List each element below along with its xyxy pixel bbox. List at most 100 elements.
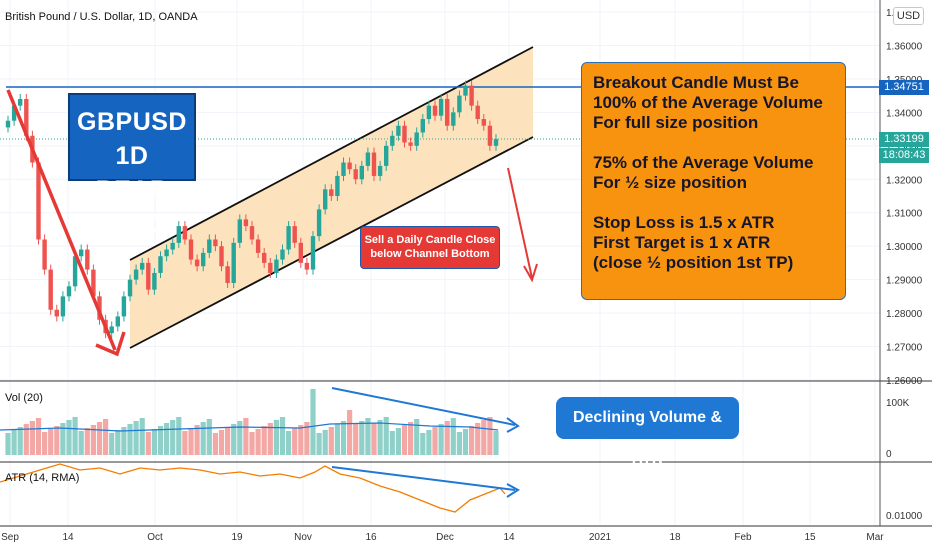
price-tick-label: 1.33000 [886,142,923,153]
price-tick-label: 1.30000 [886,242,923,253]
candle-body [347,162,352,170]
candle-body [304,262,310,270]
rule-line: Breakout Candle Must Be [593,73,799,92]
volume-bar [145,432,151,455]
time-tick-label: 16 [365,532,377,543]
atr-axis-tick: 0.01000 [886,511,923,522]
volume-bar [157,426,164,455]
candle-body [371,152,377,176]
countdown-tag: 18:08:43 [879,148,929,163]
currency-button[interactable]: USD [893,7,924,25]
volume-bar [170,420,176,455]
pattern-title-line1: GBPUSD 1D [77,108,187,170]
atr-trend-arrowhead [506,483,520,498]
candle-body [310,236,316,270]
volume-label: Vol (20) [5,392,43,404]
volume-bar [444,421,450,455]
volume-bar [304,422,310,455]
volume-bar [139,418,145,455]
volume-bar [377,420,383,455]
candle-body [115,316,120,327]
candle-body [432,105,438,116]
volume-bar [401,425,408,455]
candle-body [170,242,175,250]
volume-bar [151,429,157,455]
volume-bar [438,424,444,455]
volume-bar [66,420,72,455]
volume-bar [60,423,66,455]
price-tick-label: 1.32000 [886,175,923,186]
time-tick-label: Mar [866,532,884,543]
volume-bar [347,410,353,455]
time-tick-label: 18 [669,532,681,543]
volume-bar [371,423,377,455]
candle-body [207,239,212,253]
volume-bar [42,432,48,455]
candle-body [414,132,419,146]
volume-bar [127,424,133,455]
candle-body [323,189,328,210]
volume-bar [286,431,292,455]
volume-bar [469,426,475,455]
candle-body [24,98,29,136]
candle-body [152,272,157,290]
volume-bar [23,424,29,455]
sell-note-line1: Sell a Daily Candle Close [364,234,496,246]
level-price-tag: 1.34751 [879,80,929,95]
volume-bar [261,426,267,455]
price-tick-label: 1.29000 [886,276,923,287]
candle-body [60,296,66,317]
volume-bar [255,429,261,455]
candle-body [451,112,456,126]
candle-body [341,162,346,176]
trade-rules-box: Breakout Candle Must Be 100% of the Aver… [581,62,846,300]
candle-body [79,249,84,257]
time-tick-label: Sep [1,532,19,543]
volume-bar [340,421,347,455]
candle-body [127,279,133,297]
price-tick-label: 1.36000 [886,41,923,52]
candle-body [402,125,407,143]
candle-body [158,256,163,273]
time-tick-label: Dec [436,532,454,543]
candle-body [176,226,181,243]
candle-body [316,209,322,237]
volume-bar [103,419,109,455]
candle-body [91,269,96,297]
volume-bar [206,419,212,455]
volume-bar [456,432,462,455]
candle-body [353,169,358,180]
candle-body [85,249,90,270]
candle-body [231,242,236,283]
rule-line: First Target is 1 x ATR [593,233,771,252]
atr-line [0,463,506,513]
volume-bar [96,422,103,455]
time-axis: Sep 14 Oct 19 Nov 16 Dec 14 2021 18 Feb 15 Mar [1,532,884,543]
volume-bar [188,428,194,455]
volume-bar [164,423,170,455]
candle-body [48,269,53,310]
sell-signal-note: Sell a Daily Candle Close below Channel … [360,226,500,269]
candle-body [201,252,206,267]
channel-lower-line[interactable] [129,136,534,349]
rule-line: Stop Loss is 1.5 x ATR [593,213,775,232]
volume-bar [292,428,298,455]
candle-body [54,309,59,317]
rule-line: 75% of the Average Volume [593,153,814,172]
volume-bar [194,425,200,455]
volume-bar [115,430,121,455]
volume-bar [328,427,334,455]
volume-bar [395,428,401,455]
volume-bar [481,420,487,455]
candle-body [292,226,297,243]
candle-body [384,145,389,166]
candle-body [359,165,364,180]
price-tick-label: 1.31000 [886,209,923,220]
time-tick-label: 19 [231,532,243,543]
time-tick-label: 2021 [589,532,612,543]
candle-body [390,135,395,146]
candle-body [487,125,493,146]
candle-body [18,98,23,106]
rule-line: (close ½ position 1st TP) [593,253,794,272]
volume-trend-arrowhead [506,417,520,433]
